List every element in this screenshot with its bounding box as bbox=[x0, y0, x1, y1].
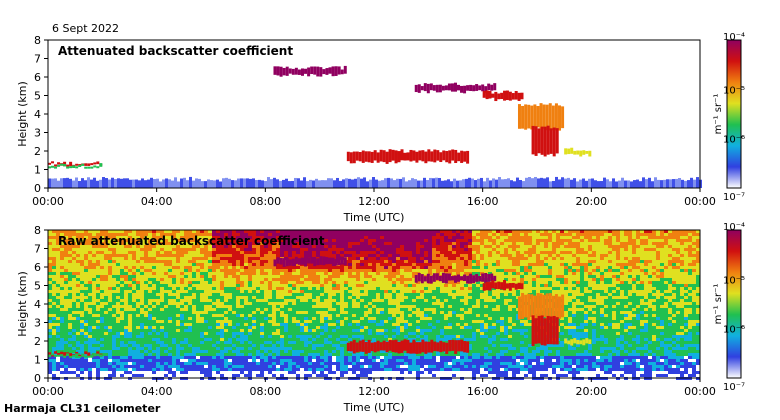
cloud-features bbox=[48, 255, 592, 359]
x-tick-label: 00:00 bbox=[684, 385, 716, 398]
y-tick-label: 6 bbox=[34, 71, 41, 84]
colorbar-tick-label: 10⁻⁴ bbox=[723, 222, 745, 233]
x-tick-label: 12:00 bbox=[358, 195, 390, 208]
y-tick-label: 8 bbox=[34, 34, 41, 47]
x-tick-label: 12:00 bbox=[358, 385, 390, 398]
colorbar-tick-label: 10⁻⁶ bbox=[723, 325, 745, 336]
x-tick-label: 16:00 bbox=[467, 195, 499, 208]
x-tick-label: 04:00 bbox=[141, 195, 173, 208]
colorbar-tick-label: 10⁻⁶ bbox=[723, 135, 745, 146]
backscatter-field bbox=[48, 230, 700, 380]
x-tick-label: 08:00 bbox=[249, 195, 281, 208]
panel-2: Raw attenuated backscatter coefficient 0 1… bbox=[16, 222, 745, 414]
colorbar-unit-label: m⁻¹ sr⁻¹ bbox=[713, 94, 724, 135]
x-axis-label: Time (UTC) bbox=[343, 211, 405, 224]
y-tick-label: 6 bbox=[34, 261, 41, 274]
y-tick-label: 8 bbox=[34, 224, 41, 237]
x-axis-label: Time (UTC) bbox=[343, 401, 405, 414]
y-tick-label: 1 bbox=[34, 354, 41, 367]
y-axis-label: Height (km) bbox=[16, 81, 29, 147]
colorbar-tick-label: 10⁻⁵ bbox=[723, 85, 745, 96]
y-tick-label: 5 bbox=[34, 280, 41, 293]
x-tick-label: 08:00 bbox=[249, 385, 281, 398]
colorbar-unit-label: m⁻¹ sr⁻¹ bbox=[713, 284, 724, 325]
y-tick-label: 3 bbox=[34, 127, 41, 140]
y-tick-label: 4 bbox=[34, 108, 41, 121]
station-label: Harmaja CL31 ceilometer bbox=[4, 402, 161, 415]
y-tick-label: 1 bbox=[34, 164, 41, 177]
y-tick-label: 2 bbox=[34, 335, 41, 348]
y-tick-label: 0 bbox=[34, 182, 41, 195]
x-tick-label: 20:00 bbox=[575, 385, 607, 398]
x-tick-label: 00:00 bbox=[684, 195, 716, 208]
colorbar-tick-label: 10⁻⁷ bbox=[723, 382, 745, 393]
y-tick-label: 3 bbox=[34, 317, 41, 330]
y-tick-label: 5 bbox=[34, 90, 41, 103]
colorbar-gradient bbox=[726, 39, 742, 189]
plot-area bbox=[48, 40, 700, 188]
y-tick-label: 4 bbox=[34, 298, 41, 311]
x-tick-label: 16:00 bbox=[467, 385, 499, 398]
x-tick-label: 04:00 bbox=[141, 385, 173, 398]
y-tick-label: 7 bbox=[34, 53, 41, 66]
panel-title: Attenuated backscatter coefficient bbox=[58, 44, 293, 58]
colorbar-gradient bbox=[726, 229, 742, 379]
x-tick-label: 00:00 bbox=[32, 195, 64, 208]
colorbar: 10⁻⁷ 10⁻⁶ 10⁻⁵ 10⁻⁴ m⁻¹ sr⁻¹ bbox=[713, 32, 745, 203]
colorbar-tick-label: 10⁻⁵ bbox=[723, 275, 745, 286]
y-tick-label: 7 bbox=[34, 243, 41, 256]
panel-1: Attenuated backscatter coefficient 0 1 2 3 4 5… bbox=[16, 32, 745, 224]
y-tick-label: 2 bbox=[34, 145, 41, 158]
date-label: 6 Sept 2022 bbox=[52, 22, 120, 35]
x-tick-label: 00:00 bbox=[32, 385, 64, 398]
x-tick-label: 20:00 bbox=[575, 195, 607, 208]
colorbar-tick-label: 10⁻⁷ bbox=[723, 192, 745, 203]
backscatter-field bbox=[48, 176, 702, 188]
panel-title: Raw attenuated backscatter coefficient bbox=[58, 234, 325, 248]
colorbar-tick-label: 10⁻⁴ bbox=[723, 32, 745, 43]
y-axis-label: Height (km) bbox=[16, 271, 29, 337]
colorbar: 10⁻⁷ 10⁻⁶ 10⁻⁵ 10⁻⁴ m⁻¹ sr⁻¹ bbox=[713, 222, 745, 393]
y-tick-label: 0 bbox=[34, 372, 41, 385]
cloud-features bbox=[48, 65, 592, 169]
